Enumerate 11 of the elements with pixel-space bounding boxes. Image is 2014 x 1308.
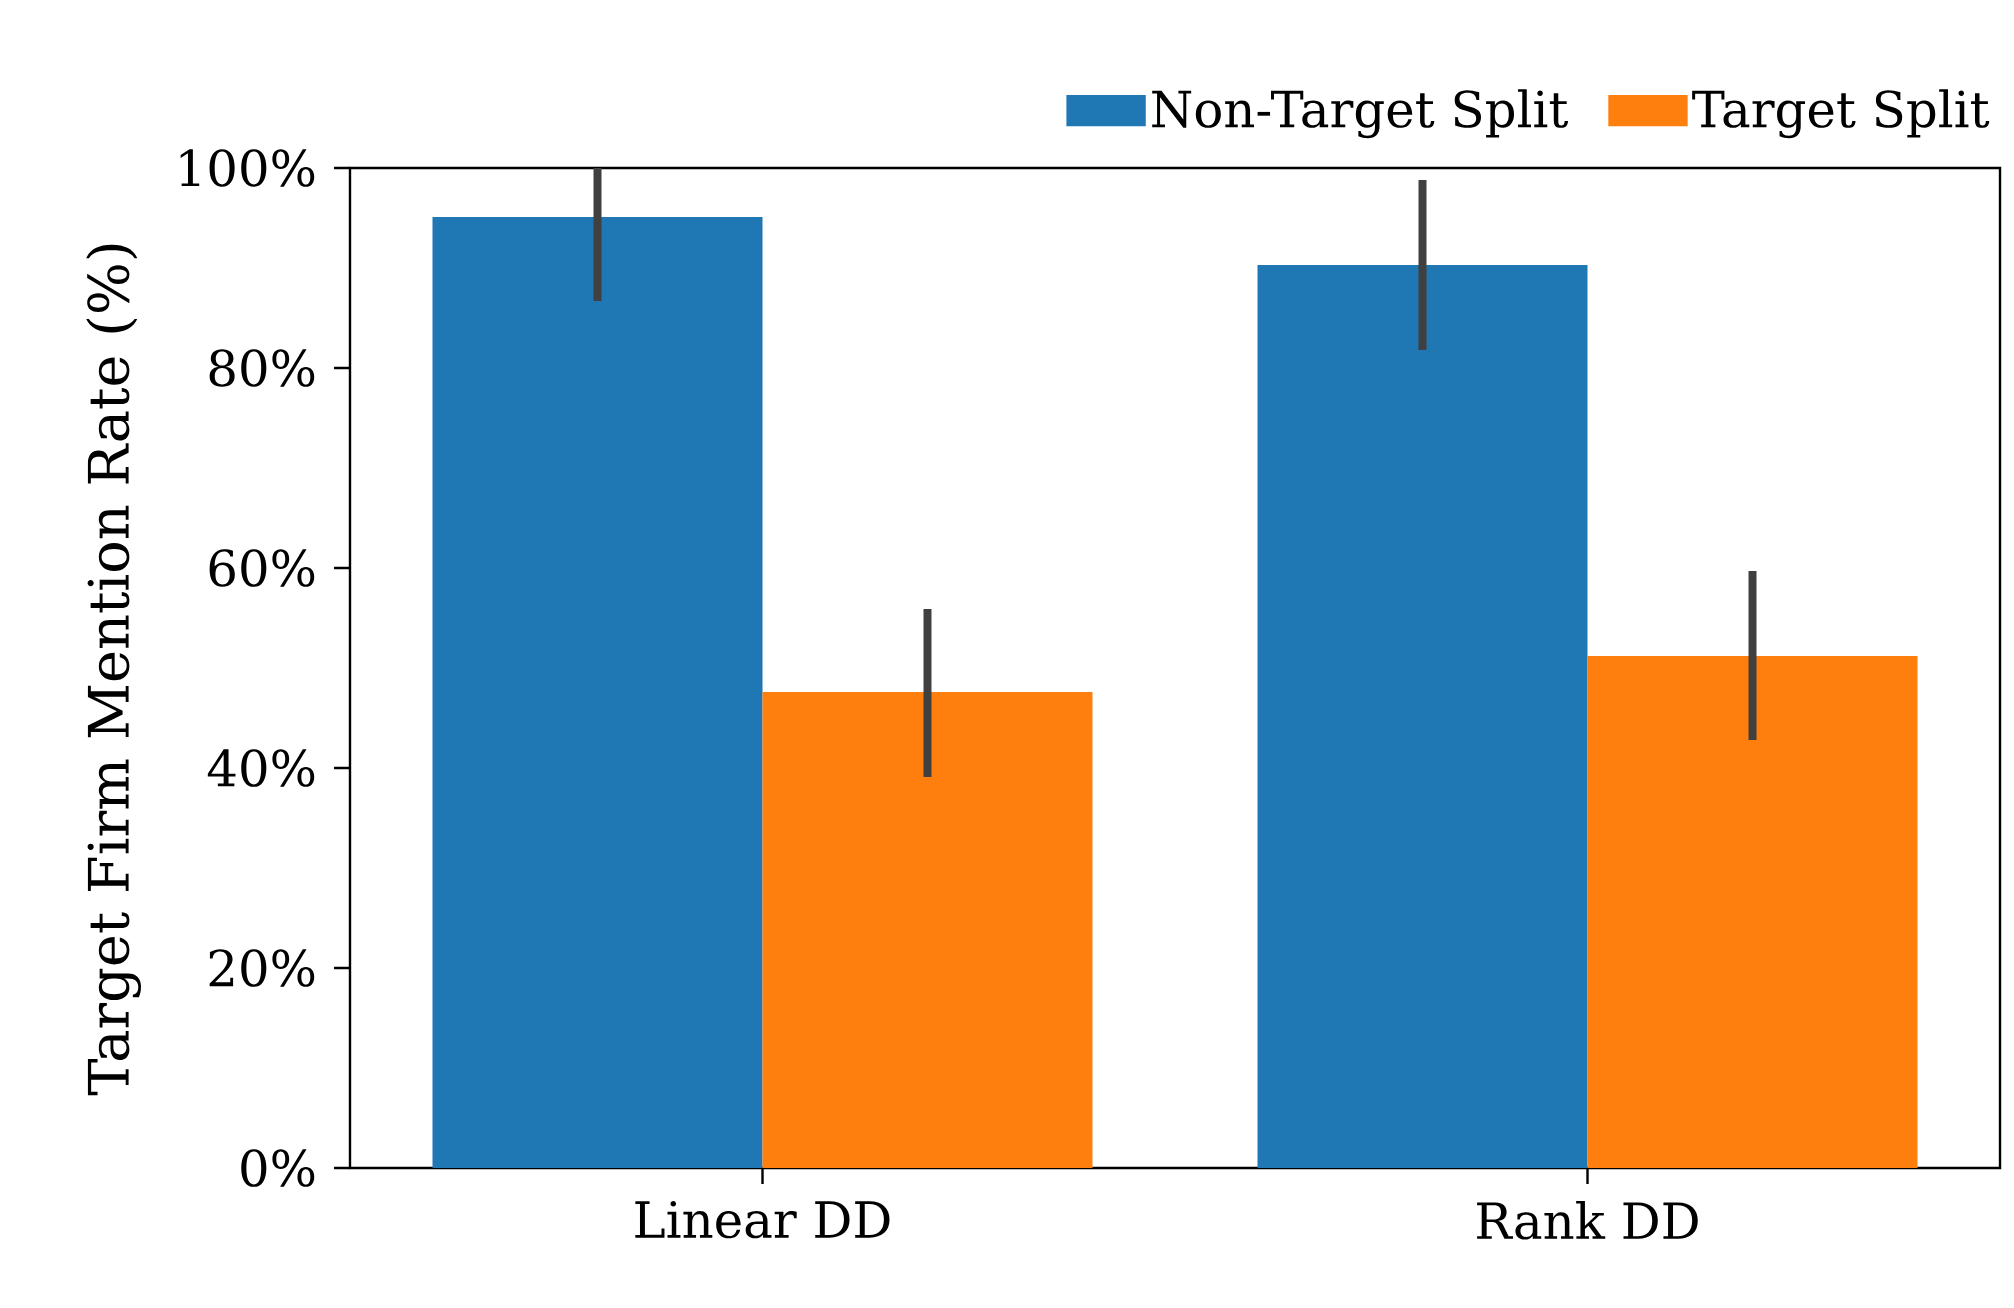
- legend-label: Non-Target Split: [1152, 89, 1569, 139]
- y-tick-label: 60%: [209, 549, 315, 587]
- y-tick-label: 0%: [241, 1149, 315, 1187]
- x-tick-label: Linear DD: [635, 1201, 890, 1239]
- x-tick-label: Rank DD: [1477, 1201, 1698, 1240]
- legend-label: Target Split: [1692, 89, 1990, 139]
- y-tick-label: 80%: [209, 349, 315, 387]
- y-axis-title: Target Firm Mention Rate (%): [86, 244, 141, 1096]
- y-tick-label: 20%: [209, 949, 315, 987]
- y-tick-label: 40%: [207, 749, 315, 787]
- y-tick-label: 100%: [180, 149, 315, 187]
